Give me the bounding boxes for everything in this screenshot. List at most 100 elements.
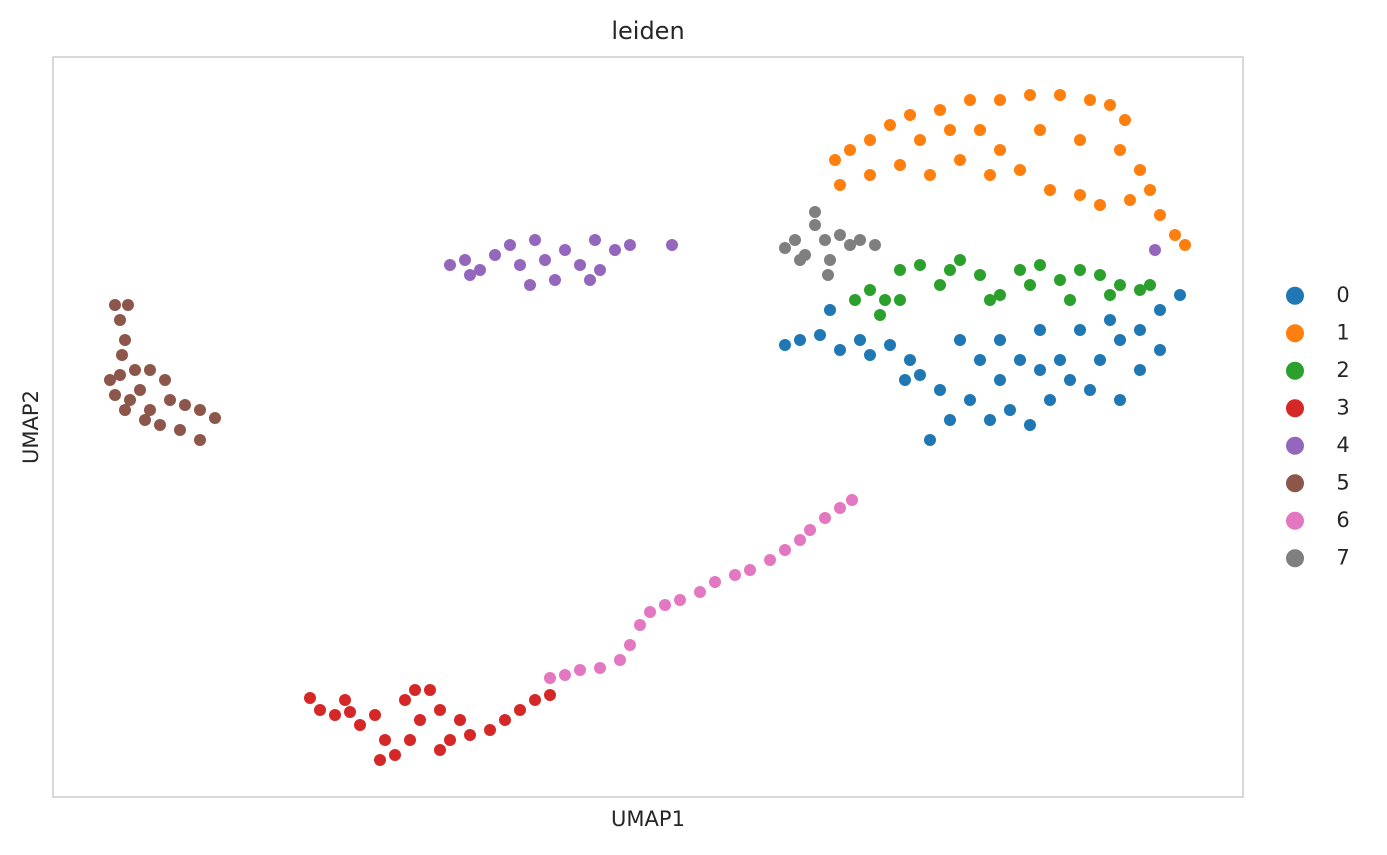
- point: [659, 599, 671, 611]
- point: [559, 244, 571, 256]
- point: [814, 329, 826, 341]
- point: [819, 512, 831, 524]
- point: [824, 254, 836, 266]
- point: [539, 254, 551, 266]
- point: [1054, 354, 1066, 366]
- point: [884, 119, 896, 131]
- point: [794, 254, 806, 266]
- point: [414, 714, 426, 726]
- point: [459, 254, 471, 266]
- point: [1114, 144, 1126, 156]
- point: [399, 694, 411, 706]
- point: [504, 239, 516, 251]
- point: [804, 524, 816, 536]
- point: [1014, 264, 1026, 276]
- point: [1134, 284, 1146, 296]
- point: [864, 284, 876, 296]
- point: [914, 259, 926, 271]
- point: [304, 692, 316, 704]
- point: [379, 734, 391, 746]
- point: [1134, 364, 1146, 376]
- legend-label: 1: [1336, 320, 1349, 344]
- point: [822, 269, 834, 281]
- point: [934, 104, 946, 116]
- point: [1014, 164, 1026, 176]
- point: [834, 502, 846, 514]
- point: [1149, 244, 1161, 256]
- point: [209, 412, 221, 424]
- point: [994, 374, 1006, 386]
- point: [834, 229, 846, 241]
- point: [109, 299, 121, 311]
- point: [789, 234, 801, 246]
- point: [744, 564, 756, 576]
- point: [709, 576, 721, 588]
- point: [869, 239, 881, 251]
- point: [1134, 164, 1146, 176]
- point: [974, 269, 986, 281]
- point: [1094, 269, 1106, 281]
- point: [129, 364, 141, 376]
- point: [984, 414, 996, 426]
- point: [314, 704, 326, 716]
- point: [434, 744, 446, 756]
- point: [1094, 199, 1106, 211]
- point: [834, 344, 846, 356]
- plot-frame: [52, 56, 1244, 798]
- point: [914, 369, 926, 381]
- point: [1004, 404, 1016, 416]
- point: [904, 354, 916, 366]
- legend-label: 3: [1336, 395, 1349, 419]
- point: [1084, 94, 1096, 106]
- point: [609, 244, 621, 256]
- legend-marker: [1286, 286, 1304, 305]
- point: [974, 354, 986, 366]
- point: [874, 309, 886, 321]
- point: [1064, 294, 1076, 306]
- point: [1154, 304, 1166, 316]
- point: [154, 419, 166, 431]
- point: [729, 569, 741, 581]
- point: [779, 242, 791, 254]
- point: [1074, 189, 1086, 201]
- point: [544, 672, 556, 684]
- point: [524, 279, 536, 291]
- point: [139, 414, 151, 426]
- point: [1084, 384, 1096, 396]
- point: [109, 389, 121, 401]
- point: [864, 349, 876, 361]
- point: [1024, 419, 1036, 431]
- legend-marker: [1286, 549, 1304, 568]
- point: [924, 169, 936, 181]
- point: [104, 374, 116, 386]
- point: [984, 169, 996, 181]
- point: [1034, 324, 1046, 336]
- point: [994, 144, 1006, 156]
- point: [954, 254, 966, 266]
- point: [1054, 89, 1066, 101]
- point: [144, 404, 156, 416]
- point: [944, 264, 956, 276]
- point: [1114, 334, 1126, 346]
- point: [994, 289, 1006, 301]
- point: [514, 259, 526, 271]
- point: [594, 264, 606, 276]
- point: [964, 394, 976, 406]
- point: [1154, 209, 1166, 221]
- point: [914, 134, 926, 146]
- point: [474, 264, 486, 276]
- point: [819, 234, 831, 246]
- point: [1044, 394, 1056, 406]
- point: [134, 384, 146, 396]
- point: [159, 374, 171, 386]
- legend-marker: [1286, 511, 1304, 530]
- point: [404, 734, 416, 746]
- point: [1044, 184, 1056, 196]
- point: [674, 594, 686, 606]
- point: [464, 729, 476, 741]
- point: [894, 294, 906, 306]
- point: [499, 714, 511, 726]
- point: [584, 274, 596, 286]
- point: [1119, 114, 1131, 126]
- point: [574, 664, 586, 676]
